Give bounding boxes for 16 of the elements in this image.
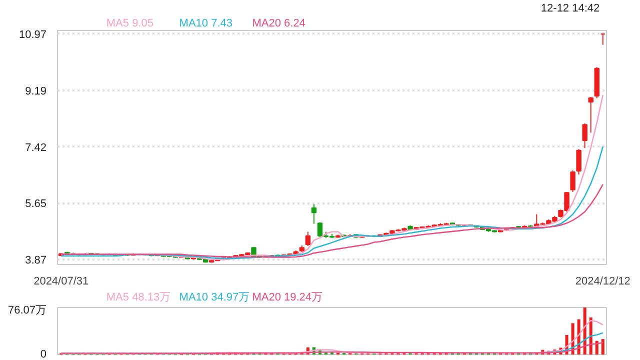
y-tick-label: 9.19 [25,86,47,98]
x-tick-label: 2024/12/12 [575,276,630,288]
text: 12-12 14:42 [540,2,600,14]
text: MA20 6.24 [252,18,306,30]
y-tick-label: 5.65 [25,198,47,210]
text: MA5 9.05 [106,18,154,30]
y-tick-label: 76.07万 [8,304,47,316]
y-tick-label: 3.87 [25,254,47,267]
y-tick-label: 0 [40,348,47,360]
y-tick-label: 7.42 [25,142,47,154]
text: MA10 34.97万 [179,292,250,304]
text: MA5 48.13万 [106,292,171,304]
text: MA10 7.43 [179,18,233,30]
x-tick-label: 2024/07/31 [34,276,89,288]
y-tick-label: 10.97 [18,28,47,41]
text: MA20 19.24万 [252,292,323,304]
